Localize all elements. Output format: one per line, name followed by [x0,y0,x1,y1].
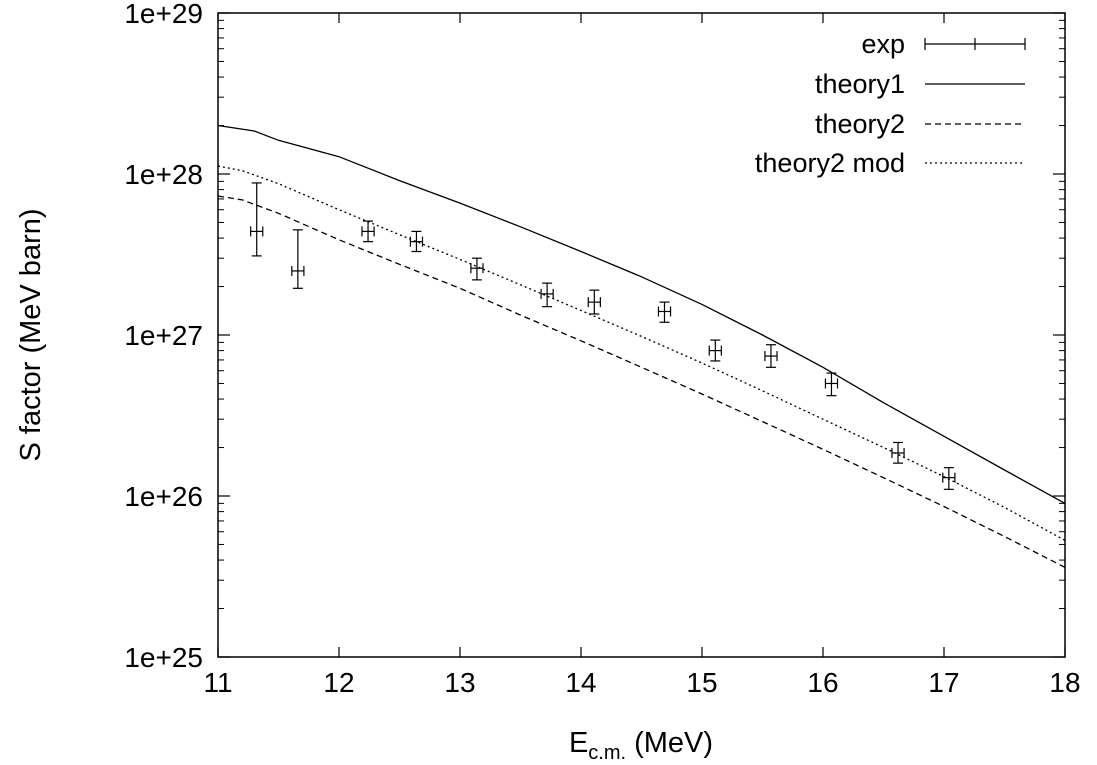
series-line-theory1 [217,124,1066,504]
exp-data-point [291,229,305,289]
x-tick-label: 16 [807,667,838,698]
y-tick-label: 1e+26 [124,481,203,512]
x-tick-label: 18 [1049,667,1080,698]
x-tick-label: 12 [323,667,354,698]
exp-data-point [764,344,778,368]
exp-data-point [470,257,484,281]
x-axis-title-unit: (MeV) [634,727,713,759]
y-tick-label: 1e+25 [124,642,203,673]
exp-data-point [250,182,264,257]
x-tick-label: 13 [444,667,475,698]
series-line-theory2-mod [217,165,1066,541]
legend-label: theory1 [815,69,905,99]
x-axis-title-main: E [569,727,588,759]
x-tick-label: 14 [565,667,596,698]
y-tick-label: 1e+27 [124,320,203,351]
exp-data-point [891,441,905,464]
legend-label: exp [861,29,905,59]
y-axis: 1e+25 1e+26 1e+27 1e+28 1e+29 [124,0,1065,673]
x-axis: 11 12 13 14 15 16 17 18 [203,13,1081,698]
legend-label: theory2 [815,109,905,139]
exp-data-point [361,220,375,243]
series-layer [217,124,1066,568]
y-tick-label: 1e+28 [124,159,203,190]
exp-data-point [824,372,839,397]
x-tick-label: 17 [928,667,959,698]
exp-data-point [708,339,722,362]
series-line-theory2 [217,195,1066,568]
x-tick-label: 15 [686,667,717,698]
exp-data-point [540,282,554,308]
exp-data-point [657,301,672,323]
exp-data-point [409,230,424,253]
y-axis-title: S factor (MeV barn) [15,208,47,461]
x-axis-title: Ec.m. (MeV) [569,727,713,764]
legend: exp theory1 theory2 theory2 mod [755,29,1026,178]
x-tick-label: 11 [203,667,232,698]
x-axis-title-subscript: c.m. [588,742,626,764]
legend-label: theory2 mod [755,148,905,178]
plot-frame [217,12,1066,658]
exp-data-point [587,289,601,315]
y-tick-label: 1e+29 [124,0,203,29]
